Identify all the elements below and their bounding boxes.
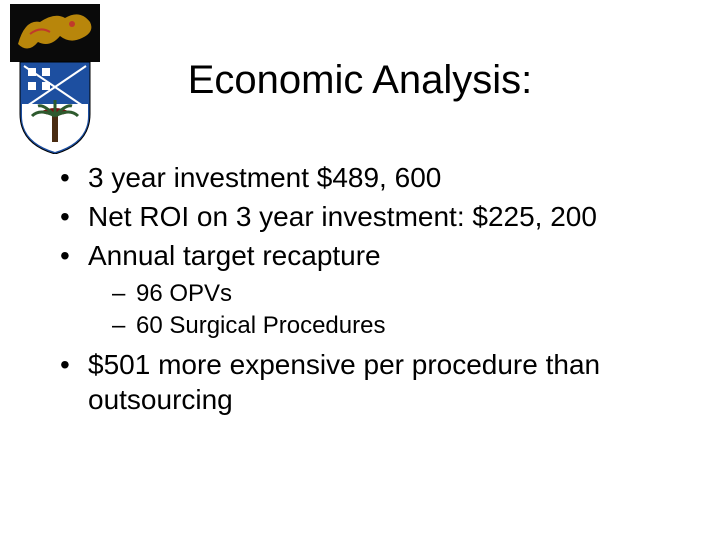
sub-bullet-text: 60 Surgical Procedures <box>136 312 385 339</box>
bullet-text: 3 year investment $489, 600 <box>88 162 441 193</box>
sub-bullet-text: 96 OPVs <box>136 280 232 307</box>
content-area: 3 year investment $489, 600 Net ROI on 3… <box>60 160 680 421</box>
bullet-text: $501 more expensive per procedure than o… <box>88 349 600 415</box>
list-item: 60 Surgical Procedures <box>88 311 680 341</box>
bullet-text: Net ROI on 3 year investment: $225, 200 <box>88 201 597 232</box>
bullet-list: 3 year investment $489, 600 Net ROI on 3… <box>60 160 680 417</box>
list-item: Annual target recapture 96 OPVs 60 Surgi… <box>60 238 680 341</box>
list-item: Net ROI on 3 year investment: $225, 200 <box>60 199 680 234</box>
slide: Economic Analysis: 3 year investment $48… <box>0 0 720 540</box>
bullet-text: Annual target recapture <box>88 240 381 271</box>
list-item: 3 year investment $489, 600 <box>60 160 680 195</box>
list-item: $501 more expensive per procedure than o… <box>60 347 680 417</box>
sub-bullet-list: 96 OPVs 60 Surgical Procedures <box>88 279 680 341</box>
page-title: Economic Analysis: <box>0 58 720 103</box>
list-item: 96 OPVs <box>88 279 680 309</box>
